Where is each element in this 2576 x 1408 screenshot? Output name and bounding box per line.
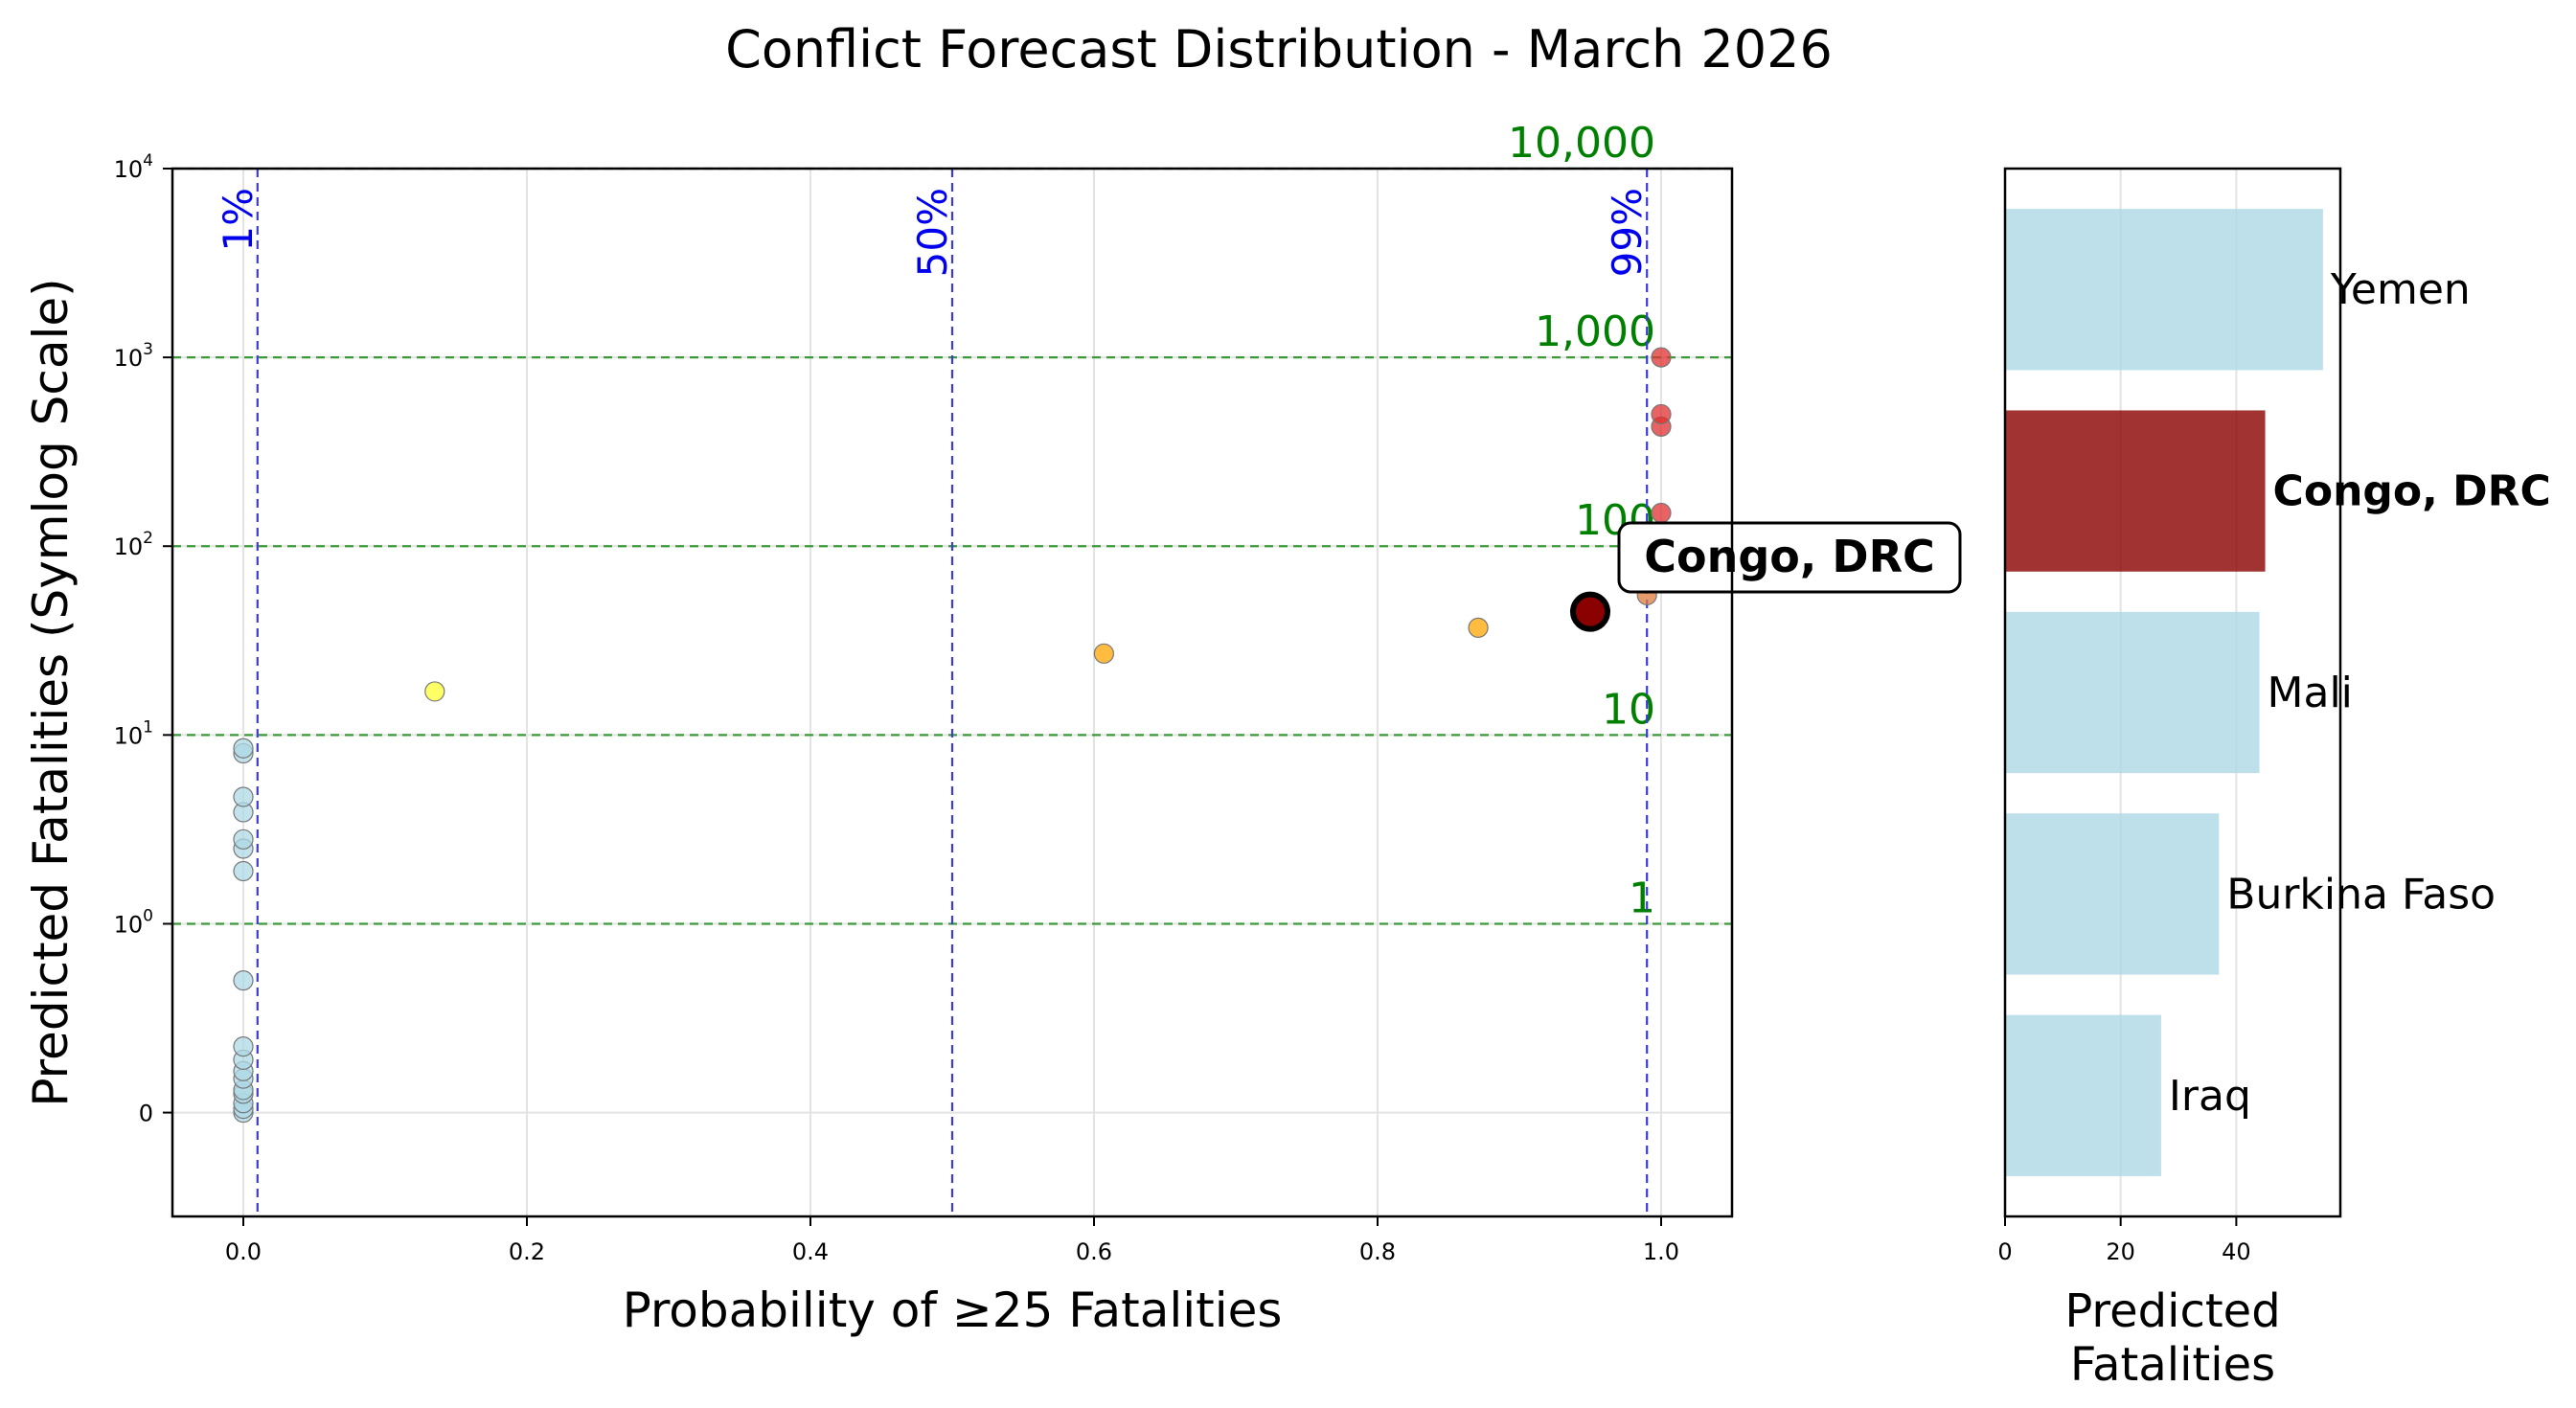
- y-tick-label: 0: [139, 1101, 153, 1127]
- bar: [2005, 1014, 2161, 1176]
- scatter-point: [233, 738, 254, 759]
- fatality-line-label: 1,000: [1535, 307, 1655, 356]
- bar-x-tick-label: 20: [2106, 1238, 2135, 1265]
- chart-title: Conflict Forecast Distribution - March 2…: [725, 19, 1833, 79]
- scatter-point: [1651, 403, 1672, 425]
- probability-line-label: 1%: [215, 188, 262, 252]
- scatter-point: [233, 970, 254, 991]
- bars: [2005, 209, 2323, 1176]
- bar-labels: Yemen Congo, DRC Mali Burkina Faso Iraq: [2169, 265, 2551, 1121]
- scatter-point: [233, 1035, 254, 1057]
- bar: [2005, 813, 2220, 975]
- scatter-point: [233, 860, 254, 882]
- scatter-x-ticks: 0.0 0.2 0.4 0.6 0.8 1.0: [225, 1216, 1679, 1265]
- bar-frame: [2003, 167, 2342, 1218]
- y-tick-label: 101: [114, 717, 153, 749]
- scatter-y-ticks: 0 100 101 102 103 104: [114, 151, 172, 1127]
- bar: [2005, 410, 2266, 572]
- x-tick-label: 0.8: [1359, 1238, 1396, 1265]
- scatter-frame: [171, 167, 1734, 1218]
- highlight-label-box: [1617, 521, 1962, 594]
- y-tick-label: 103: [114, 340, 153, 372]
- scatter-y-axis-label: Predicted Fatalities (Symlog Scale): [23, 278, 79, 1106]
- y-tick-label: 104: [114, 151, 153, 183]
- bar-x-tick-label: 0: [1997, 1238, 2012, 1265]
- bar: [2005, 209, 2323, 371]
- highlight-point: [1570, 591, 1610, 632]
- probability-line-label: 50%: [909, 188, 956, 277]
- scatter-point: [1651, 347, 1672, 368]
- scatter-point: [424, 681, 445, 702]
- bar-x-axis-label: Predicted Fatalities: [2064, 1284, 2280, 1392]
- scatter-points: [233, 347, 1672, 1124]
- scatter-point: [1651, 502, 1672, 524]
- scatter-point: [1468, 617, 1489, 638]
- scatter-point: [233, 786, 254, 807]
- x-tick-label: 0.6: [1076, 1238, 1112, 1265]
- bar-category-label: Burkina Faso: [2226, 870, 2496, 919]
- scatter-x-axis-label: Probability of ≥25 Fatalities: [623, 1283, 1283, 1338]
- probability-threshold-lines: 1% 50% 99%: [215, 169, 1651, 1216]
- bar-panel: Yemen Congo, DRC Mali Burkina Faso Iraq 0 20 4…: [1997, 167, 2551, 1392]
- bar-category-label: Mali: [2268, 669, 2353, 717]
- highlight-group: Congo, DRC: [1570, 521, 1962, 632]
- x-tick-label: 0.4: [792, 1238, 829, 1265]
- bar-x-tick-label: 40: [2222, 1238, 2251, 1265]
- fatality-line-label: 10,000: [1508, 119, 1655, 168]
- bar-category-label: Yemen: [2330, 265, 2471, 314]
- x-tick-label: 0.0: [225, 1238, 262, 1265]
- highlight-label: Congo, DRC: [1644, 531, 1935, 582]
- x-tick-label: 0.2: [509, 1238, 545, 1265]
- x-tick-label: 1.0: [1643, 1238, 1679, 1265]
- bar-category-label: Congo, DRC: [2273, 467, 2551, 516]
- bar-x-ticks: 0 20 40: [1997, 1216, 2251, 1265]
- y-tick-label: 100: [114, 906, 153, 938]
- bar-category-label: Iraq: [2169, 1072, 2251, 1121]
- scatter-point: [1093, 643, 1114, 664]
- scatter-point: [233, 829, 254, 850]
- probability-line-label: 99%: [1604, 188, 1651, 277]
- bar: [2005, 611, 2260, 774]
- y-tick-label: 102: [114, 529, 153, 560]
- fatality-line-label: 1: [1629, 874, 1655, 922]
